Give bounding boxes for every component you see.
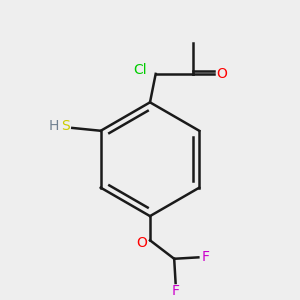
Text: F: F bbox=[172, 284, 180, 298]
Text: Cl: Cl bbox=[133, 63, 147, 76]
Text: H: H bbox=[49, 119, 59, 133]
Text: O: O bbox=[217, 67, 227, 81]
Text: S: S bbox=[61, 119, 69, 133]
Text: O: O bbox=[136, 236, 147, 250]
Text: F: F bbox=[202, 250, 209, 264]
